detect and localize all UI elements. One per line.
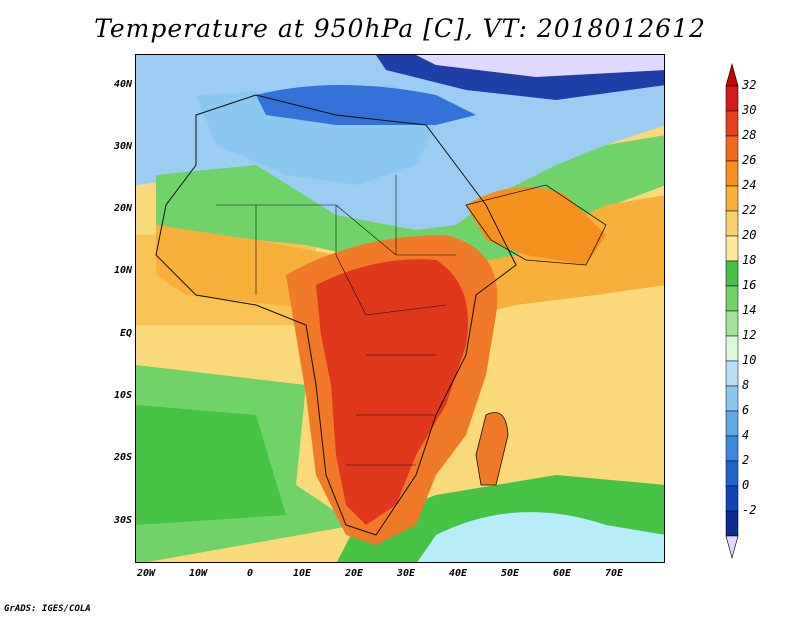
colorbar-label: 2 — [742, 453, 750, 467]
arabia-coastline — [465, 184, 607, 266]
lon-label: 40E — [448, 568, 468, 579]
map-title: Temperature at 950hPa [C], VT: 201801261… — [94, 14, 706, 43]
colorbar-label: 12 — [742, 328, 757, 342]
colorbar-segment — [725, 110, 739, 137]
lat-label: 30N — [113, 141, 132, 152]
map-canvas — [136, 55, 664, 562]
colorbar-label: 0 — [742, 478, 750, 492]
mediterranean-region — [256, 85, 476, 125]
south-atlantic-core — [136, 405, 286, 525]
colorbar-label: 16 — [742, 278, 757, 292]
colorbar-segment — [725, 160, 739, 187]
lat-label: 20S — [113, 452, 132, 463]
colorbar-label: 24 — [742, 178, 757, 192]
colorbar-segment — [725, 485, 739, 512]
lon-label: 50E — [500, 568, 520, 579]
colorbar-label: 10 — [742, 353, 757, 367]
lat-label: 20N — [113, 203, 132, 214]
country-borders — [216, 175, 456, 466]
colorbar-segment — [725, 460, 739, 487]
lon-label: 60E — [552, 568, 572, 579]
lon-label: 70E — [604, 568, 624, 579]
colorbar-segment — [725, 385, 739, 412]
colorbar-low-triangle — [725, 535, 739, 560]
colorbar-label: 14 — [742, 303, 757, 317]
credit-text: GrADS: IGES/COLA — [4, 604, 91, 614]
colorbar-label: 28 — [742, 128, 757, 142]
lon-label: 30E — [396, 568, 416, 579]
lon-label: 0 — [246, 568, 254, 579]
colorbar-segment — [725, 285, 739, 312]
colorbar-segment — [725, 210, 739, 237]
colorbar-segment — [725, 435, 739, 462]
colorbar-label: 18 — [742, 253, 757, 267]
colorbar-segment — [725, 85, 739, 112]
lon-label: 10W — [188, 568, 208, 579]
central-africa-hot-core — [316, 259, 468, 525]
colorbar-segment — [725, 310, 739, 337]
colorbar-label: -2 — [742, 503, 757, 517]
colorbar-segment — [725, 135, 739, 162]
lat-label: 40N — [113, 79, 132, 90]
colorbar-segment — [725, 360, 739, 387]
colorbar-label: 22 — [742, 203, 757, 217]
colorbar-label: 20 — [742, 228, 757, 242]
colorbar-segment — [725, 260, 739, 287]
lat-label: 30S — [113, 515, 132, 526]
colorbar-segment — [725, 335, 739, 362]
africa-coastline — [155, 94, 517, 536]
colorbar-high-triangle — [725, 62, 739, 87]
lon-label: 20W — [136, 568, 156, 579]
southern-ocean-cold — [417, 512, 664, 562]
colorbar-segment — [725, 510, 739, 537]
sahel-warm-band — [156, 195, 664, 320]
lon-label: 20E — [344, 568, 364, 579]
colorbar-label: 30 — [742, 103, 757, 117]
colorbar-segment — [725, 410, 739, 437]
colorbar-label: 6 — [742, 403, 750, 417]
colorbar-label: 4 — [742, 428, 750, 442]
colorbar-label: 32 — [742, 78, 757, 92]
europe-coldest-region — [416, 55, 664, 77]
lat-label: EQ — [119, 328, 132, 339]
temperature-map — [135, 54, 665, 563]
colorbar-segment — [725, 185, 739, 212]
colorbar-label: 26 — [742, 153, 757, 167]
lon-label: 10E — [292, 568, 312, 579]
colorbar-label: 8 — [742, 378, 750, 392]
madagascar-coastline — [475, 412, 509, 486]
colorbar-segment — [725, 235, 739, 262]
lat-label: 10S — [113, 390, 132, 401]
lat-label: 10N — [113, 265, 132, 276]
